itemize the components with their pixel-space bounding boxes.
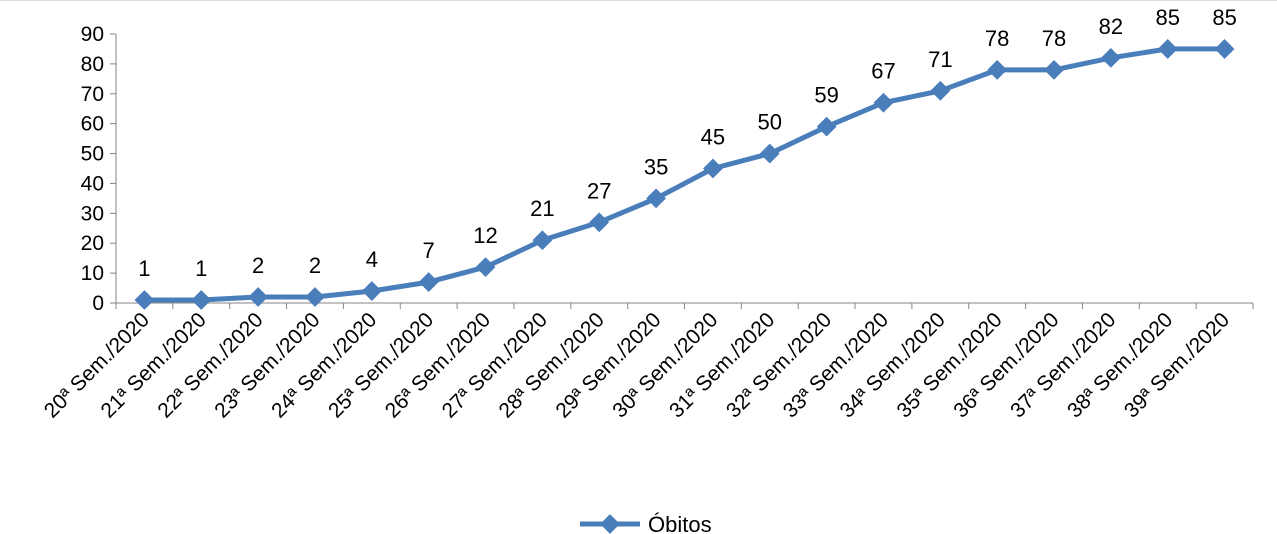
y-tick-label: 80 bbox=[81, 53, 104, 76]
series-line bbox=[144, 46, 1225, 303]
data-point bbox=[134, 290, 155, 310]
data-label: 85 bbox=[1212, 5, 1236, 30]
data-point bbox=[418, 272, 439, 292]
data-label: 35 bbox=[644, 154, 668, 179]
data-label: 67 bbox=[871, 59, 895, 84]
y-tick-label: 30 bbox=[81, 202, 104, 225]
data-label: 82 bbox=[1099, 14, 1123, 39]
data-point bbox=[759, 143, 780, 164]
data-label: 78 bbox=[1042, 26, 1066, 51]
data-label: 1 bbox=[195, 256, 207, 281]
legend-label: Óbitos bbox=[648, 512, 712, 534]
legend: Óbitos bbox=[580, 512, 712, 534]
data-point bbox=[305, 287, 325, 307]
legend-marker bbox=[600, 514, 620, 534]
axes bbox=[115, 34, 1253, 304]
y-axis-ticks: 0 10 20 30 40 50 60 70 80 90 bbox=[81, 23, 116, 315]
y-tick-label: 50 bbox=[81, 143, 104, 166]
data-label: 12 bbox=[473, 223, 497, 248]
data-label: 4 bbox=[366, 247, 378, 272]
y-tick-label: 40 bbox=[81, 172, 104, 195]
data-point bbox=[873, 92, 894, 113]
data-label: 2 bbox=[309, 253, 321, 278]
data-label: 71 bbox=[928, 47, 952, 72]
data-point bbox=[1214, 39, 1235, 59]
y-tick-label: 60 bbox=[81, 113, 104, 136]
data-point bbox=[816, 116, 837, 137]
data-label: 45 bbox=[701, 125, 725, 150]
data-label: 50 bbox=[758, 110, 782, 135]
data-point bbox=[1157, 39, 1178, 59]
y-tick-label: 10 bbox=[81, 262, 104, 285]
data-point bbox=[589, 212, 610, 233]
data-point bbox=[475, 257, 496, 278]
data-label: 78 bbox=[985, 26, 1009, 51]
data-point bbox=[1100, 48, 1121, 68]
data-point bbox=[646, 188, 666, 209]
y-tick-label: 20 bbox=[81, 232, 104, 255]
y-tick-label: 0 bbox=[92, 292, 104, 315]
data-label: 7 bbox=[423, 238, 435, 263]
data-point bbox=[248, 287, 269, 307]
data-label: 2 bbox=[252, 253, 264, 278]
data-point bbox=[1044, 59, 1064, 80]
data-point bbox=[987, 59, 1008, 80]
data-point bbox=[703, 158, 723, 179]
y-tick-label: 90 bbox=[81, 23, 104, 46]
data-label: 27 bbox=[587, 178, 611, 203]
series-obitos bbox=[134, 39, 1235, 310]
data-label: 21 bbox=[530, 196, 554, 221]
data-point bbox=[361, 281, 382, 301]
x-tick-label: 39ª Sem./2020 bbox=[1120, 308, 1234, 422]
data-point bbox=[191, 290, 212, 310]
data-label: 59 bbox=[814, 83, 838, 108]
data-label: 1 bbox=[138, 256, 150, 281]
data-label: 85 bbox=[1155, 5, 1179, 30]
data-point bbox=[930, 80, 951, 101]
data-point bbox=[532, 230, 553, 251]
y-tick-label: 70 bbox=[81, 83, 104, 106]
